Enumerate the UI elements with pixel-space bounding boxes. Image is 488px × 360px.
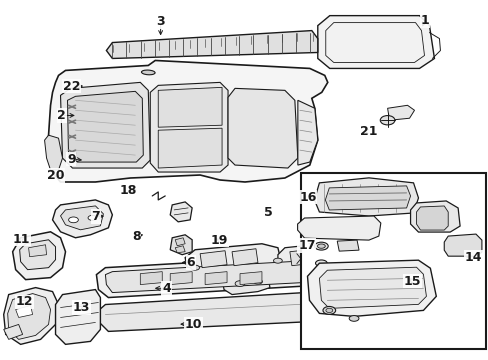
Polygon shape (150, 82, 227, 172)
Ellipse shape (68, 217, 78, 223)
Text: 1: 1 (420, 14, 428, 27)
Polygon shape (200, 251, 226, 268)
Polygon shape (170, 272, 192, 285)
Ellipse shape (235, 281, 244, 287)
Polygon shape (13, 232, 65, 280)
Polygon shape (170, 202, 192, 222)
Polygon shape (325, 186, 410, 210)
Text: 18: 18 (120, 184, 137, 197)
Text: 6: 6 (186, 256, 195, 269)
Polygon shape (443, 234, 481, 256)
Polygon shape (204, 272, 226, 285)
Polygon shape (337, 240, 349, 250)
Text: 13: 13 (72, 301, 90, 314)
Polygon shape (314, 178, 418, 216)
Ellipse shape (380, 116, 394, 125)
Text: 16: 16 (299, 191, 316, 204)
Polygon shape (105, 260, 327, 293)
Text: 21: 21 (359, 125, 377, 138)
Polygon shape (16, 306, 33, 318)
Polygon shape (67, 91, 143, 162)
Polygon shape (297, 100, 317, 165)
Polygon shape (416, 206, 447, 230)
Polygon shape (96, 255, 341, 298)
Polygon shape (319, 267, 426, 309)
Ellipse shape (325, 308, 332, 312)
Text: 20: 20 (46, 169, 64, 182)
Text: 4: 4 (162, 282, 170, 295)
Text: 10: 10 (184, 318, 202, 331)
Text: 11: 11 (12, 233, 30, 246)
Polygon shape (175, 238, 185, 246)
Text: 19: 19 (210, 234, 227, 247)
Polygon shape (29, 245, 46, 257)
Polygon shape (232, 249, 258, 266)
Polygon shape (170, 235, 192, 255)
Polygon shape (175, 246, 185, 253)
Ellipse shape (273, 258, 282, 263)
Polygon shape (337, 240, 358, 251)
Polygon shape (8, 293, 50, 339)
Polygon shape (410, 201, 459, 232)
Ellipse shape (141, 70, 155, 75)
Polygon shape (61, 82, 150, 168)
Text: 12: 12 (15, 296, 33, 309)
Text: 2: 2 (57, 109, 66, 122)
Text: 22: 22 (62, 80, 80, 93)
Text: 9: 9 (67, 153, 76, 166)
Ellipse shape (253, 279, 262, 284)
Bar (300, 173, 485, 348)
Polygon shape (158, 87, 222, 127)
Polygon shape (4, 324, 22, 339)
Polygon shape (227, 88, 297, 168)
Polygon shape (97, 289, 365, 332)
Ellipse shape (322, 306, 335, 314)
Polygon shape (4, 288, 59, 345)
Polygon shape (240, 272, 262, 285)
Polygon shape (337, 248, 349, 256)
Ellipse shape (88, 215, 97, 220)
Polygon shape (222, 271, 269, 294)
Polygon shape (106, 31, 317, 58)
Polygon shape (61, 206, 103, 230)
Polygon shape (289, 249, 319, 266)
Polygon shape (56, 289, 100, 345)
Polygon shape (297, 216, 380, 240)
Polygon shape (44, 135, 62, 170)
Polygon shape (52, 200, 112, 238)
Ellipse shape (190, 265, 199, 270)
Polygon shape (140, 272, 162, 285)
Polygon shape (185, 244, 281, 278)
Text: 15: 15 (403, 275, 421, 288)
Ellipse shape (348, 316, 358, 321)
Text: 17: 17 (298, 239, 315, 252)
Polygon shape (317, 15, 433, 68)
Text: 14: 14 (464, 251, 482, 264)
Polygon shape (333, 237, 357, 260)
Text: 3: 3 (156, 15, 164, 28)
Polygon shape (20, 240, 56, 270)
Text: 7: 7 (91, 210, 100, 223)
Polygon shape (387, 105, 414, 120)
Polygon shape (277, 243, 344, 276)
Ellipse shape (314, 242, 327, 250)
Text: 5: 5 (263, 207, 272, 220)
Polygon shape (158, 128, 222, 168)
Text: 8: 8 (132, 230, 140, 243)
Polygon shape (48, 60, 327, 182)
Polygon shape (307, 260, 435, 316)
Ellipse shape (317, 244, 325, 248)
Ellipse shape (315, 260, 326, 266)
